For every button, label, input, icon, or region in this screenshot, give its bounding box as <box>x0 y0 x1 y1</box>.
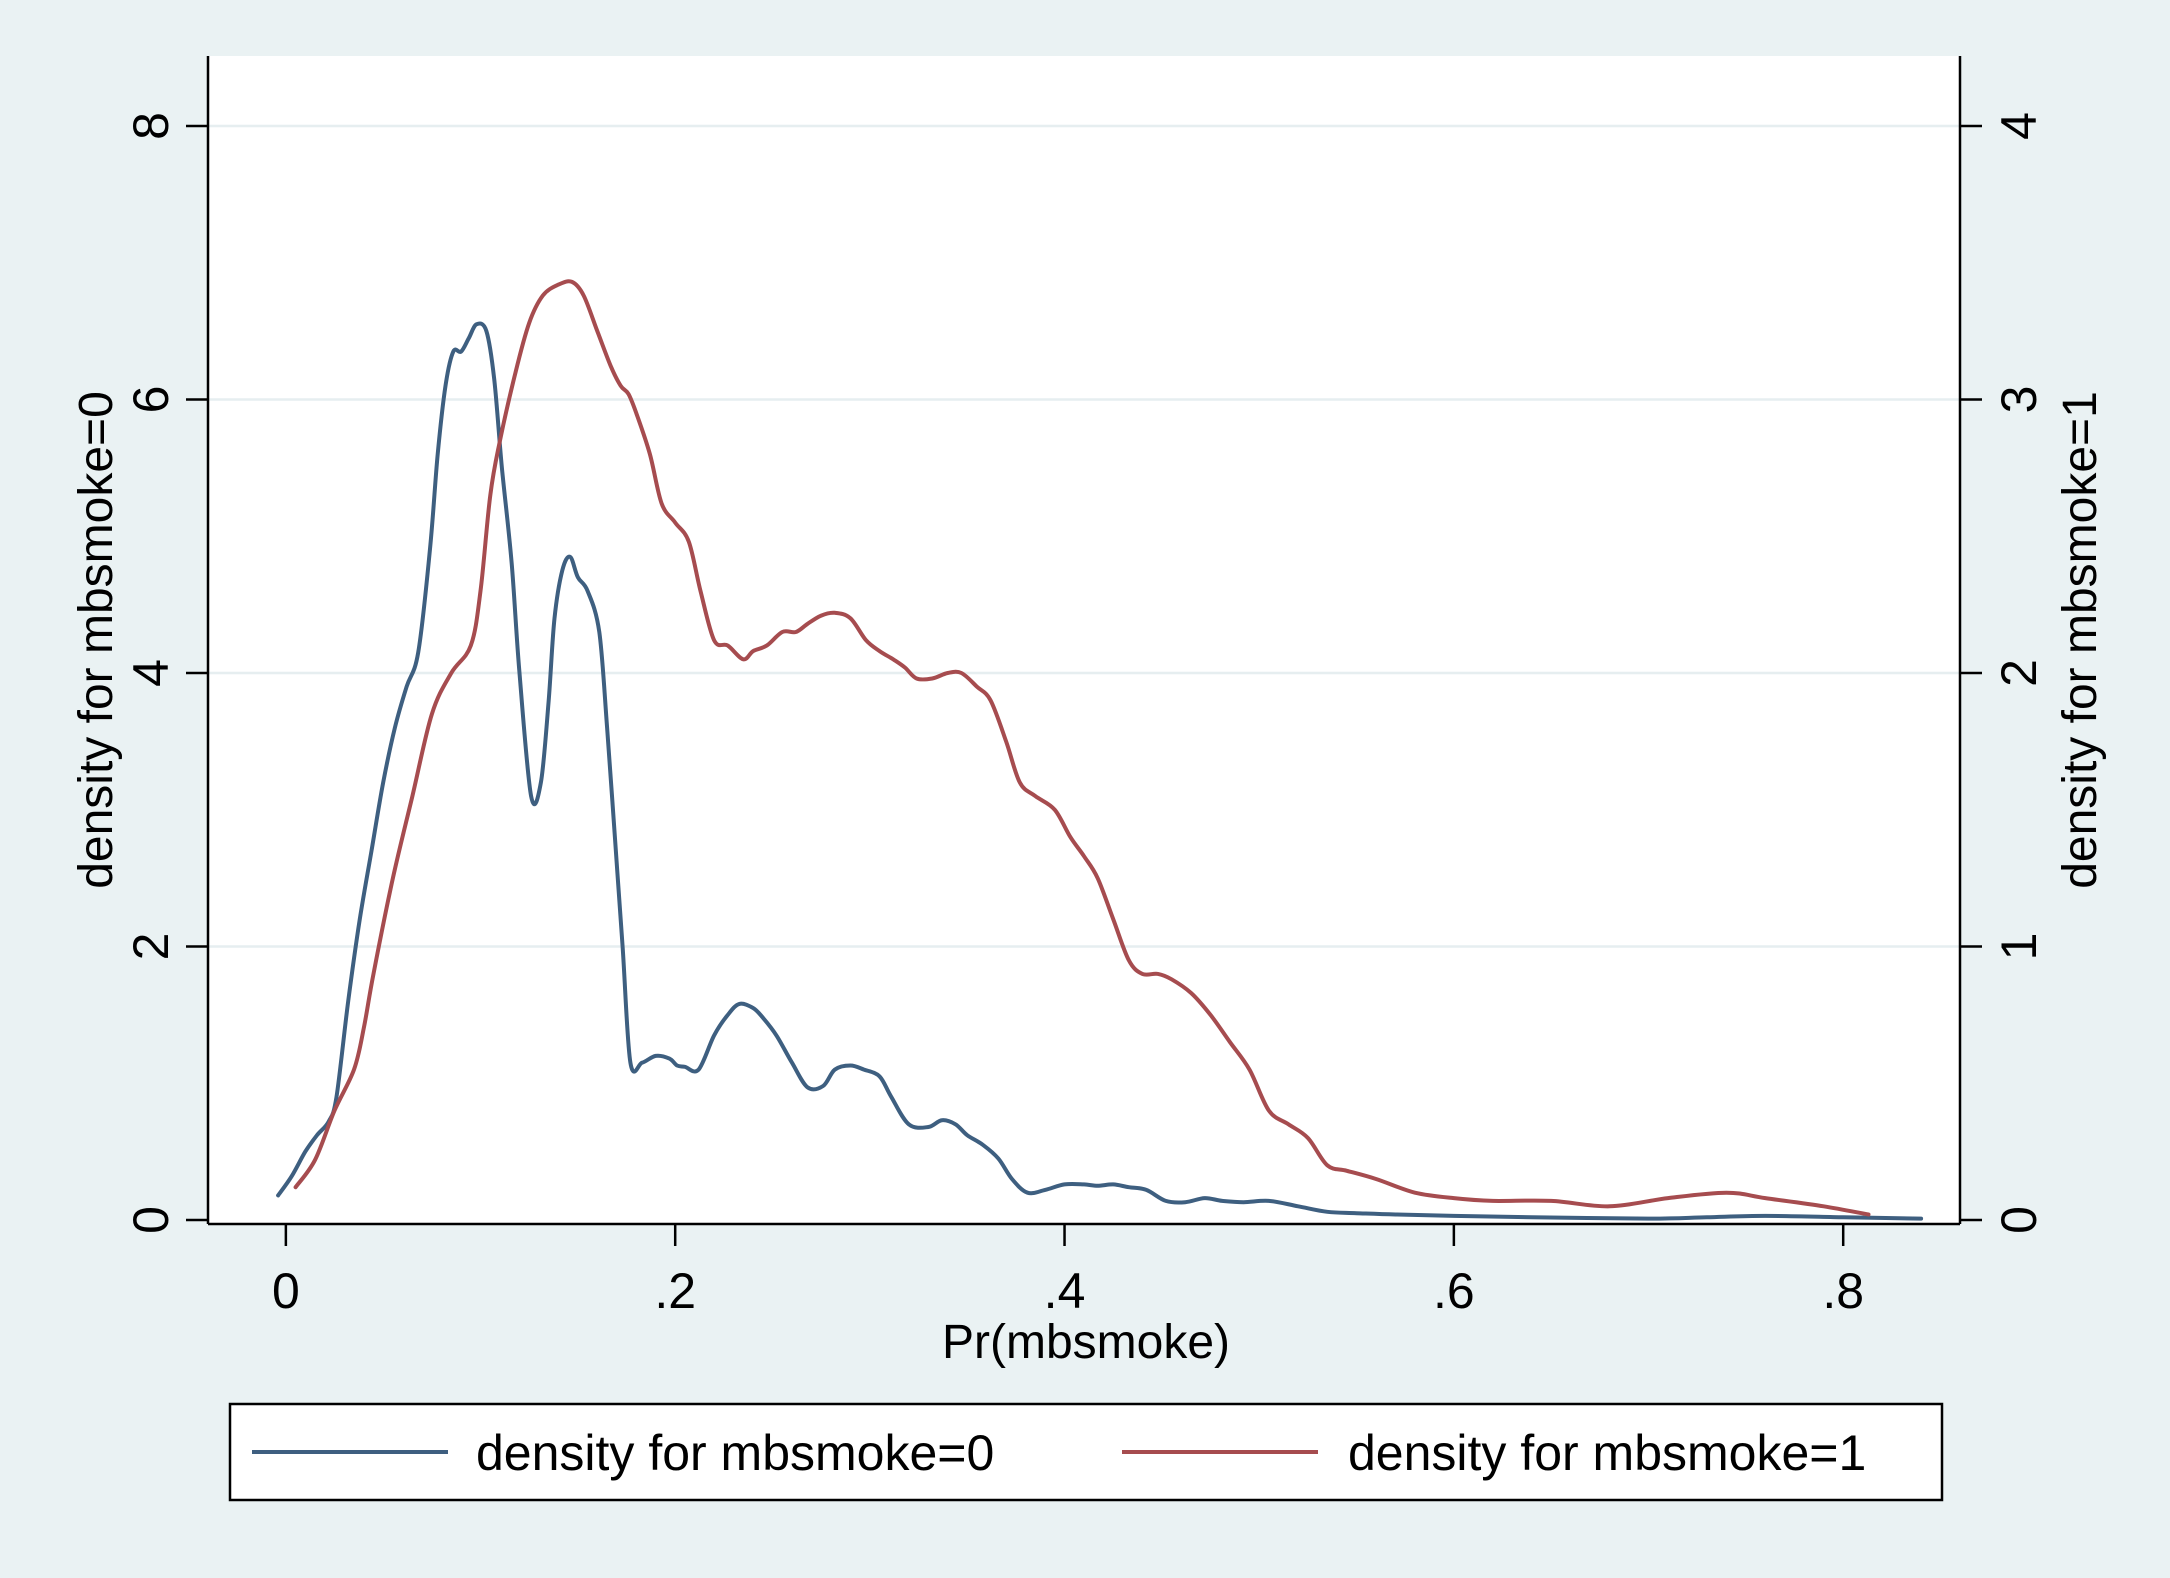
y-right-tick-label-3: 3 <box>1991 386 2047 414</box>
y-axis-right-title: density for mbsmoke=1 <box>2054 391 2107 889</box>
x-axis-title: Pr(mbsmoke) <box>942 1316 1230 1369</box>
x-tick-label-0: 0 <box>272 1263 300 1319</box>
x-tick-label-4: .8 <box>1822 1263 1864 1319</box>
gridlines <box>208 124 1960 948</box>
x-tick-label-3: .6 <box>1433 1263 1475 1319</box>
x-tick-label-2: .4 <box>1044 1263 1086 1319</box>
y-left-tick-label-4: 8 <box>123 112 179 140</box>
series-line-1 <box>293 279 1871 1217</box>
x-tick-label-1: .2 <box>654 1263 696 1319</box>
legend-box <box>228 1402 1944 1502</box>
series-line-0 <box>276 321 1924 1221</box>
y-left-tick-label-1: 2 <box>123 933 179 961</box>
legend: density for mbsmoke=0 density for mbsmok… <box>228 1402 1944 1502</box>
legend-label-series-1: density for mbsmoke=1 <box>1348 1425 1866 1481</box>
y-right-tick-label-0: 0 <box>1991 1206 2047 1234</box>
plot-area <box>208 56 1960 1224</box>
series-layer <box>276 279 1924 1221</box>
y-left-tick-label-0: 0 <box>123 1206 179 1234</box>
axes: 0 2 4 6 8 0 1 2 3 4 0 .2 .4 .6 .8 <box>123 56 2047 1319</box>
y-left-tick-label-3: 6 <box>123 386 179 414</box>
y-left-tick-label-2: 4 <box>123 659 179 687</box>
y-axis-left-title: density for mbsmoke=0 <box>70 391 123 889</box>
legend-label-series-0: density for mbsmoke=0 <box>476 1425 994 1481</box>
y-right-tick-label-4: 4 <box>1991 112 2047 140</box>
y-right-tick-label-2: 2 <box>1991 659 2047 687</box>
y-right-tick-label-1: 1 <box>1991 933 2047 961</box>
